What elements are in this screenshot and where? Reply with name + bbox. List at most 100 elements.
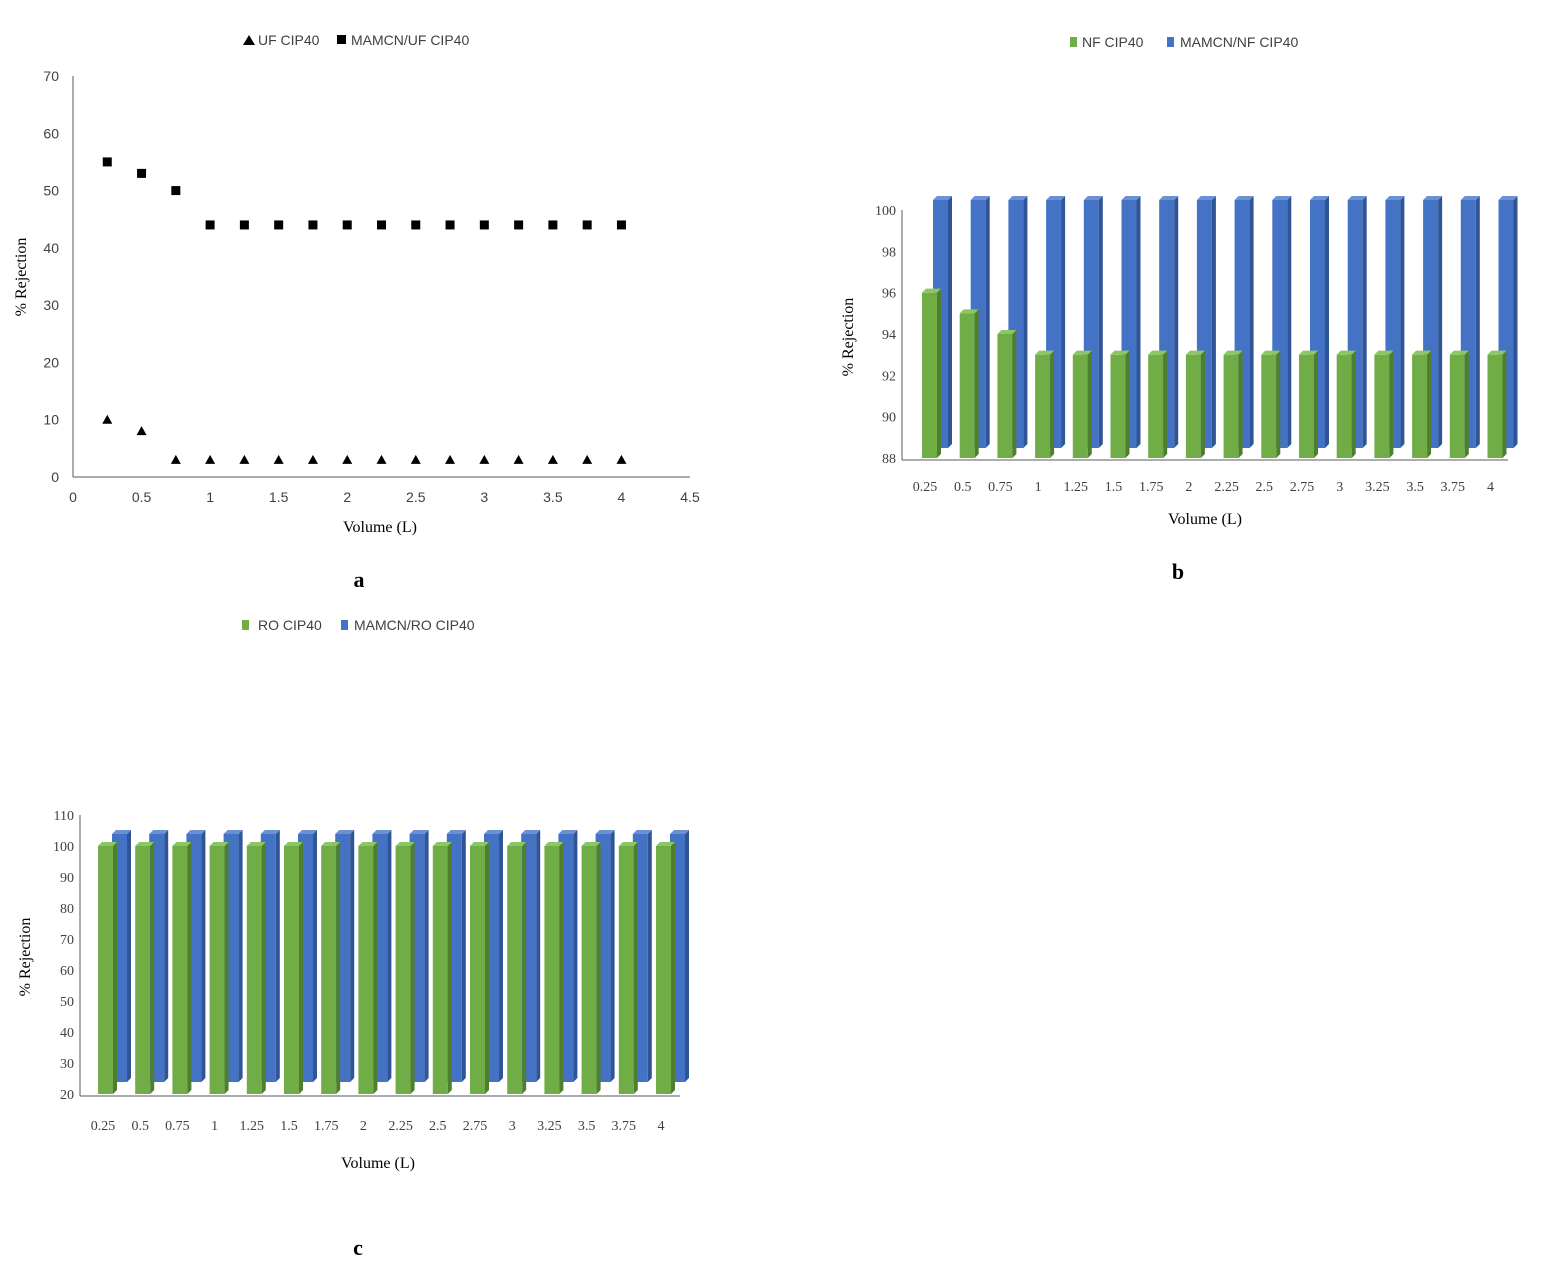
chart-panel-b: NF CIP40 MAMCN/NF CIP40 889092949698100 …	[840, 34, 1518, 584]
uf-cip40-point	[136, 426, 147, 436]
nf-cip40-bar	[922, 288, 941, 458]
ro-cip40-bar	[581, 842, 601, 1094]
nf-cip40-bar	[1072, 350, 1092, 458]
ro-cip40-bar	[656, 842, 675, 1094]
nf-cip40-bar	[1148, 350, 1168, 458]
x-tick-label: 0.75	[988, 480, 1013, 495]
uf-cip40-point	[102, 414, 113, 424]
panel-label-a: a	[354, 567, 365, 592]
x-tick-label: 4	[618, 489, 626, 505]
x-tick-label: 2.5	[429, 1119, 447, 1134]
uf-cip40-point	[410, 454, 421, 464]
legend-marker-mamcn-uf-square	[337, 35, 346, 44]
legend-label-mamcn-nf: MAMCN/NF CIP40	[1180, 34, 1298, 50]
x-tick-label: 2.75	[1290, 480, 1315, 495]
mamcn-uf-cip40-point	[171, 186, 181, 196]
nf-cip40-bar	[1299, 350, 1318, 458]
x-tick-label: 2	[1185, 480, 1192, 495]
y-tick-label: 60	[60, 964, 74, 979]
chart-panel-c: RO CIP40 MAMCN/RO CIP40 20 30 40 50 60 70 80 90…	[17, 617, 689, 1260]
panel-label-c: c	[353, 1235, 363, 1260]
nf-cip40-bar	[1449, 350, 1469, 458]
nf-cip40-bar	[997, 330, 1017, 458]
ro-cip40-bar	[209, 842, 229, 1094]
legend-panel-b: NF CIP40 MAMCN/NF CIP40	[1070, 34, 1298, 50]
y-tick-label: 100	[875, 204, 896, 219]
x-tick-label: 2.25	[388, 1119, 413, 1134]
x-tick-label: 1.25	[1064, 480, 1089, 495]
mamcn-uf-cip40-point	[582, 220, 592, 230]
y-tick-label: 60	[43, 125, 59, 141]
legend-marker-uf-triangle	[243, 35, 255, 45]
y-tick-labels-c: 20 30 40 50 60 70 80 90 100 110	[53, 809, 74, 1103]
ro-cip40-bar	[284, 842, 303, 1094]
ro-cip40-bar	[358, 842, 378, 1094]
x-tick-label: 1	[211, 1119, 218, 1134]
nf-cip40-bar	[1487, 350, 1507, 458]
nf-cip40-bar	[1110, 350, 1130, 458]
x-tick-label: 0.5	[132, 489, 152, 505]
y-tick-labels-b: 88 90 92 94 96 98 100	[875, 204, 896, 467]
x-tick-label: 0.5	[954, 480, 972, 495]
x-tick-label: 3.5	[1406, 480, 1424, 495]
y-tick-label: 50	[43, 183, 59, 199]
y-tick-label: 100	[53, 840, 74, 855]
x-axis-title-c: Volume (L)	[341, 1155, 415, 1172]
uf-cip40-point	[513, 454, 524, 464]
uf-cip40-point	[582, 454, 593, 464]
x-tick-label: 4.5	[680, 489, 700, 505]
y-axis-title-c: % Rejection	[17, 918, 34, 997]
y-tick-label: 90	[882, 411, 896, 426]
uf-cip40-point	[547, 454, 558, 464]
mamcn-uf-cip40-point	[274, 220, 284, 230]
y-tick-label: 20	[43, 354, 59, 370]
mamcn-uf-cip40-point	[308, 220, 318, 230]
x-tick-label: 3.75	[1441, 480, 1466, 495]
nf-cip40-bar	[959, 309, 979, 458]
y-tick-label: 0	[51, 469, 59, 485]
legend-swatch-mamcn-ro	[341, 620, 348, 630]
x-tick-label: 3	[509, 1119, 516, 1134]
mamcn-uf-cip40-point	[102, 157, 112, 167]
y-tick-label: 70	[43, 68, 59, 84]
legend-panel-c: RO CIP40 MAMCN/RO CIP40	[242, 617, 475, 633]
x-tick-label: 1.5	[1105, 480, 1123, 495]
y-tick-label: 80	[60, 902, 74, 917]
x-tick-label: 0.75	[165, 1119, 190, 1134]
uf-cip40-point	[479, 454, 490, 464]
x-tick-label: 1.75	[314, 1119, 339, 1134]
ro-cip40-bar	[395, 842, 415, 1094]
y-tick-label: 30	[43, 297, 59, 313]
uf-cip40-point	[307, 454, 318, 464]
ro-cip40-bar	[470, 842, 489, 1094]
mamcn-uf-cip40-point	[514, 220, 524, 230]
y-tick-label: 110	[54, 809, 74, 824]
uf-cip40-point	[376, 454, 387, 464]
mamcn-uf-cip40-point	[548, 220, 558, 230]
uf-cip40-point	[205, 454, 216, 464]
mamcn-uf-cip40-point	[616, 220, 626, 230]
legend-swatch-nf	[1070, 37, 1077, 47]
x-tick-label: 2.75	[463, 1119, 488, 1134]
y-tick-label: 10	[43, 412, 59, 428]
x-axis-title-b: Volume (L)	[1168, 511, 1242, 528]
x-tick-label: 3	[1336, 480, 1343, 495]
panel-label-b: b	[1172, 559, 1184, 584]
legend-panel-a: UF CIP40 MAMCN/UF CIP40	[243, 32, 469, 48]
x-tick-label: 2.5	[406, 489, 426, 505]
mamcn-nf-cip40-bar	[1159, 196, 1179, 448]
x-tick-label: 3.75	[612, 1119, 637, 1134]
mamcn-uf-cip40-point	[445, 220, 455, 230]
x-tick-label: 0.25	[91, 1119, 116, 1134]
uf-cip40-point	[273, 454, 284, 464]
uf-cip40-point	[239, 454, 250, 464]
mamcn-uf-cip40-point	[479, 220, 489, 230]
x-tick-label: 1.25	[240, 1119, 265, 1134]
x-tick-label: 2	[360, 1119, 367, 1134]
mamcn-uf-cip40-point	[137, 168, 147, 178]
x-tick-label: 1.5	[280, 1119, 298, 1134]
x-tick-label: 2.25	[1214, 480, 1239, 495]
nf-cip40-bar	[1223, 350, 1243, 458]
bars-c	[98, 830, 689, 1094]
